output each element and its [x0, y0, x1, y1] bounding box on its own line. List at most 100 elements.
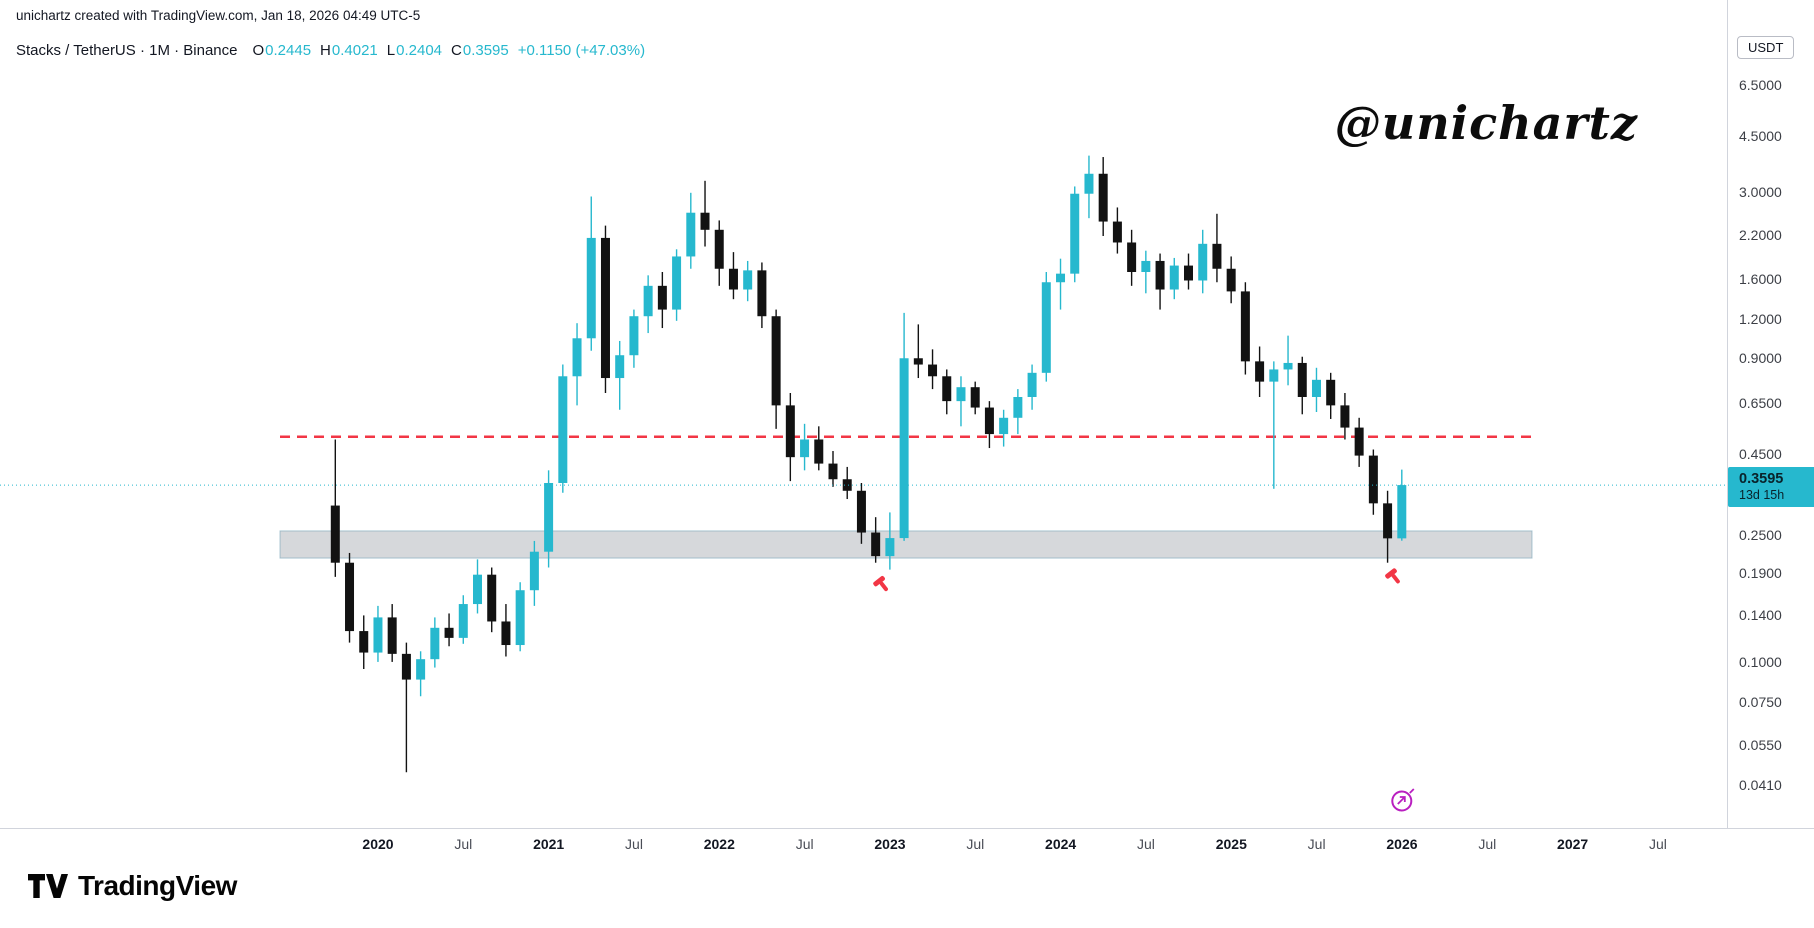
candle [1212, 213, 1222, 283]
candle [387, 604, 397, 662]
candle [757, 262, 767, 329]
candle [842, 466, 852, 500]
gavel-marker-icon[interactable] [1384, 568, 1403, 588]
time-tick-label: Jul [795, 836, 814, 852]
candle [1141, 250, 1151, 294]
candle [1084, 155, 1094, 219]
watermark: @unichartz [1334, 96, 1638, 150]
gavel-marker-icon[interactable] [872, 575, 891, 595]
high-label: H [320, 42, 331, 59]
attribution-text: unichartz created with TradingView.com, … [16, 8, 421, 23]
price-tick-label: 0.6500 [1739, 395, 1782, 412]
candle [1013, 389, 1023, 435]
price-tick-label: 2.2000 [1739, 226, 1782, 243]
candle [1397, 469, 1407, 541]
candle [629, 309, 639, 368]
ohlc-high: H 0.4021 [320, 42, 378, 59]
candle [657, 272, 667, 329]
candle [430, 617, 440, 668]
change-value: +0.1150 (+47.03%) [517, 42, 646, 59]
candle [743, 260, 753, 302]
candle [1127, 229, 1137, 286]
candle [501, 604, 511, 657]
candle [1354, 417, 1364, 467]
candle [1269, 361, 1279, 489]
candle [984, 401, 994, 449]
price-tick-label: 3.0000 [1739, 183, 1782, 200]
candle [800, 423, 810, 471]
time-tick-label: 2025 [1215, 836, 1247, 852]
candle [700, 180, 710, 247]
price-tick-label: 6.5000 [1739, 77, 1782, 94]
candle [1198, 229, 1208, 294]
candle [1383, 490, 1393, 563]
low-value: 0.2404 [396, 42, 443, 59]
cycle-event-icon[interactable] [1391, 788, 1415, 812]
low-label: L [386, 42, 396, 59]
price-axis[interactable]: USDT 6.5000 4.5000 3.0000 2.2000 1.6000 1.200… [1727, 0, 1814, 828]
current-price-badge: 0.3595 13d 15h [1728, 467, 1814, 507]
candle [1098, 157, 1108, 236]
candle [600, 225, 610, 393]
candle [1283, 335, 1293, 386]
candle [572, 323, 582, 406]
support-zone-rect[interactable] [279, 530, 1533, 559]
candle [871, 517, 881, 563]
candle [1112, 207, 1122, 254]
tradingview-logo-icon [28, 874, 68, 898]
candle [473, 559, 482, 614]
price-tick-label: 0.9000 [1739, 350, 1782, 367]
candle [714, 220, 724, 286]
time-tick-label: Jul [1478, 836, 1497, 852]
price-tick-label: 0.4500 [1739, 446, 1782, 463]
candle [359, 615, 369, 670]
candle [373, 605, 383, 662]
candle [558, 364, 568, 493]
price-tick-label: 1.2000 [1739, 310, 1782, 327]
time-tick-label: 2020 [362, 836, 394, 852]
candle [643, 275, 653, 334]
candle [785, 392, 795, 482]
time-tick-label: Jul [966, 836, 985, 852]
currency-usdt-button[interactable]: USDT [1737, 36, 1795, 59]
footer-brand: TradingView [28, 870, 237, 902]
candle [416, 651, 426, 697]
candle [1056, 258, 1066, 310]
chart-legend[interactable]: Stacks / TetherUS · 1M · Binance O 0.2445… [16, 42, 645, 59]
candle [1041, 272, 1051, 382]
candle [885, 512, 895, 570]
open-value: 0.2445 [265, 42, 312, 59]
candle [1169, 257, 1179, 300]
time-tick-label: Jul [1648, 836, 1667, 852]
candle [814, 426, 824, 471]
open-label: O [252, 42, 265, 59]
candle [1368, 449, 1378, 515]
time-tick-label: 2026 [1386, 836, 1418, 852]
ohlc-open: O 0.2445 [252, 42, 311, 59]
candle [615, 340, 625, 410]
tradingview-wordmark: TradingView [78, 870, 237, 901]
ohlc-low: L 0.2404 [387, 42, 442, 59]
bar-close-countdown: 13d 15h [1739, 488, 1785, 503]
chart-canvas[interactable] [0, 0, 1727, 845]
time-axis[interactable]: 2020 Jul 2021 Jul 2022 Jul 2023 Jul 2024 Jul 2025 J… [0, 828, 1814, 863]
candle [856, 482, 866, 544]
candle [1155, 253, 1165, 310]
candle [686, 192, 696, 269]
time-tick-label: 2023 [874, 836, 906, 852]
candle [401, 642, 411, 773]
candle [1240, 282, 1250, 375]
candle [586, 196, 596, 351]
candle [999, 409, 1009, 447]
candle [529, 540, 539, 606]
candle [1255, 346, 1265, 397]
current-price-value: 0.3595 [1739, 471, 1784, 487]
candle [828, 451, 838, 487]
time-tick-label: Jul [625, 836, 643, 852]
candle [1027, 364, 1037, 410]
price-tick-label: 1.6000 [1739, 270, 1782, 287]
time-tick-label: 2021 [533, 836, 565, 852]
symbol-title[interactable]: Stacks / TetherUS · 1M · Binance [16, 42, 238, 59]
candle [771, 309, 781, 429]
candle [1340, 392, 1350, 440]
